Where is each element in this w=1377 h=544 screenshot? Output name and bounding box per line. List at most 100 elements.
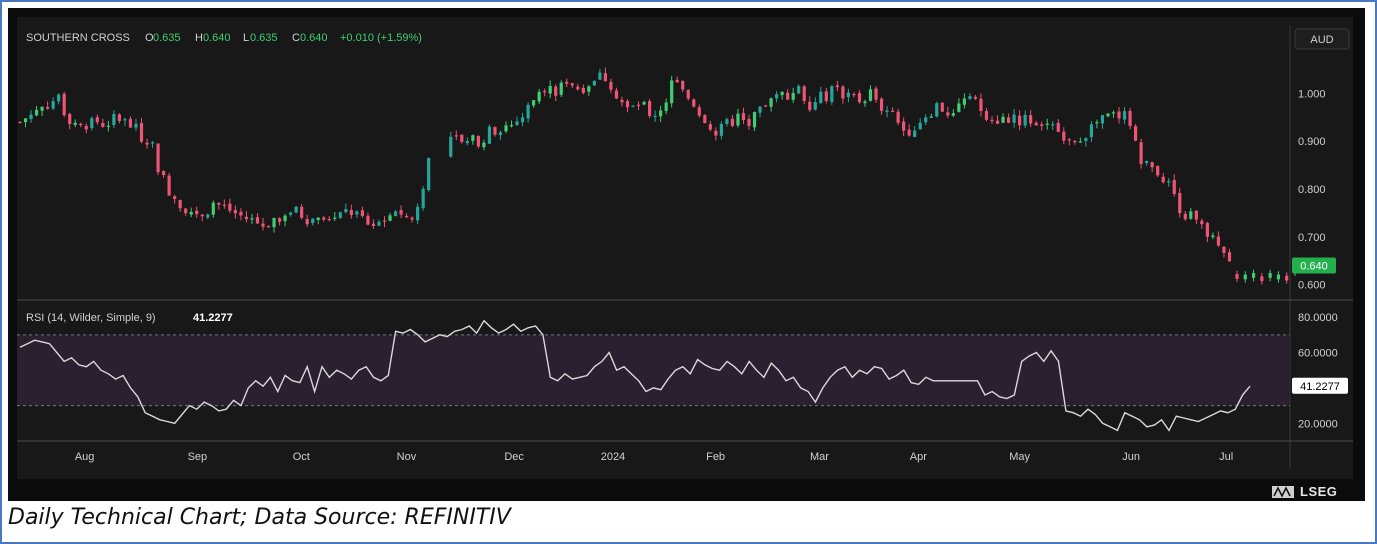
candle-body [184, 208, 188, 214]
candle-body [846, 92, 851, 98]
candle-body [990, 119, 994, 122]
candle-body [239, 211, 243, 216]
candle-body [526, 104, 530, 119]
candle-body [802, 86, 806, 101]
candle-body [112, 113, 116, 126]
candle-body [1276, 274, 1281, 280]
candle-body [1111, 112, 1116, 114]
close-label: C [292, 32, 300, 44]
candle-body [703, 115, 707, 124]
low-value: 0.635 [250, 32, 278, 44]
candle-body [1078, 141, 1082, 143]
candle-body [29, 114, 33, 120]
candle-body [338, 212, 342, 218]
candle-body [1045, 123, 1049, 125]
candle-body [1285, 275, 1289, 281]
candle-body [730, 118, 735, 127]
candle-body [344, 209, 348, 212]
candle-body [708, 124, 712, 130]
candle-body [161, 171, 166, 176]
candle-body [1139, 142, 1143, 164]
candle-body [537, 91, 541, 102]
candle-body [206, 214, 210, 218]
price-tick-label: 1.000 [1298, 88, 1326, 100]
candle-body [625, 101, 630, 108]
candle-body [1095, 122, 1099, 124]
candle-body [272, 217, 276, 228]
rsi-title: RSI (14, Wilder, Simple, 9) [26, 312, 156, 324]
candle-body [1161, 176, 1165, 183]
candle-body [576, 86, 580, 90]
candle-body [277, 218, 282, 222]
candle-body [250, 218, 254, 220]
price-tick-label: 0.700 [1298, 232, 1326, 244]
candle-body [377, 221, 381, 226]
last-price-label: 0.640 [1300, 261, 1328, 273]
candle-body [167, 175, 171, 196]
candle-body [719, 123, 723, 136]
candle-body [366, 215, 370, 225]
candle-body [360, 210, 365, 216]
candle-body [427, 158, 431, 190]
candle-body [393, 211, 398, 217]
candle-body [1012, 114, 1016, 123]
candle-body [913, 130, 917, 138]
candle-body [598, 72, 602, 80]
candle-body [1051, 124, 1055, 126]
high-value: 0.640 [203, 32, 231, 44]
candle-body [233, 210, 237, 214]
candle-body [924, 117, 928, 123]
candle-body [504, 125, 508, 132]
low-label: L [243, 32, 249, 44]
x-tick-label: 2024 [601, 451, 625, 463]
candle-body [1156, 166, 1160, 176]
candle-body [1040, 124, 1044, 126]
x-tick-label: Oct [293, 451, 310, 463]
candle-body [868, 89, 873, 101]
candle-body [349, 209, 353, 216]
candle-body [543, 91, 547, 93]
candle-body [520, 117, 525, 123]
candle-body [322, 217, 326, 220]
candle-body [758, 106, 762, 113]
candle-body [421, 188, 425, 209]
candle-body [410, 217, 414, 220]
candle-body [95, 117, 99, 123]
candle-body [642, 101, 646, 105]
candle-body [68, 113, 72, 125]
candle-body [139, 123, 144, 142]
candle-body [244, 216, 249, 220]
candle-body [824, 91, 828, 101]
candle-body [294, 206, 298, 213]
candle-body [647, 101, 652, 116]
currency-button[interactable] [1294, 28, 1350, 50]
candle-body [382, 220, 387, 222]
candle-body [797, 86, 801, 94]
symbol-title: SOUTHERN CROSS [26, 32, 130, 44]
candle-body [841, 86, 845, 99]
candle-body [200, 214, 204, 217]
candle-body [222, 204, 226, 206]
candle-body [1235, 273, 1239, 279]
price-candles-layer [18, 67, 1314, 285]
candle-body [681, 80, 685, 90]
candle-body [46, 106, 50, 109]
candle-body [311, 218, 315, 224]
candle-body [117, 114, 122, 122]
candle-body [1006, 117, 1011, 123]
candle-body [1073, 140, 1077, 143]
candle-body [1189, 211, 1193, 219]
candle-body [808, 101, 812, 110]
candle-body [90, 118, 94, 129]
candle-body [581, 87, 585, 94]
candle-body [460, 134, 464, 142]
candle-body [559, 82, 563, 95]
candle-body [592, 80, 596, 86]
candle-body [995, 120, 1000, 124]
candle-body [979, 98, 983, 111]
rsi-line [19, 319, 1251, 432]
candle-body [752, 112, 757, 128]
rsi-tick-label: 20.0000 [1298, 418, 1338, 430]
candle-body [79, 123, 83, 126]
